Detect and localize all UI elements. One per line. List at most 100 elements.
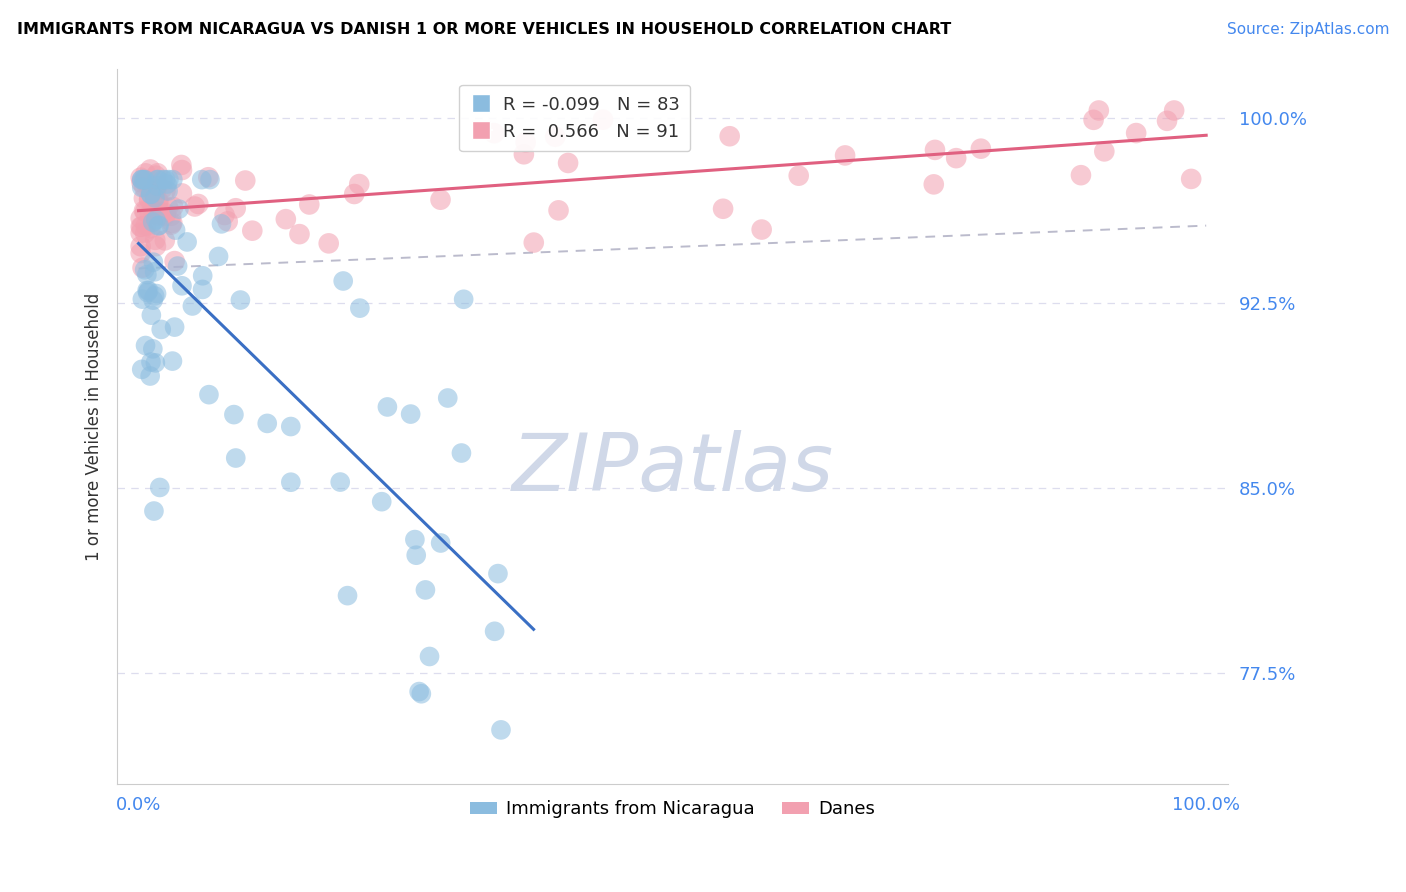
Point (547, 203, 569, 218)
Point (222, 408, 245, 422)
Point (225, 450, 247, 465)
Point (136, 284, 159, 298)
Point (132, 203, 155, 218)
Point (1156, 113, 1178, 128)
Point (429, 536, 451, 550)
Point (399, 407, 422, 421)
Point (129, 239, 152, 253)
Y-axis label: 1 or more Vehicles in Household: 1 or more Vehicles in Household (86, 293, 103, 560)
Point (1088, 103, 1111, 118)
Point (131, 292, 153, 306)
Point (149, 208, 172, 222)
Text: ZIPatlas: ZIPatlas (512, 431, 834, 508)
Point (146, 166, 169, 180)
Point (377, 400, 399, 414)
Point (152, 172, 174, 186)
Point (132, 172, 155, 186)
Point (129, 246, 152, 260)
Point (156, 177, 179, 191)
Point (349, 301, 371, 315)
Point (157, 184, 180, 198)
Point (148, 194, 170, 208)
Point (1070, 168, 1092, 182)
Point (280, 419, 302, 434)
Point (181, 299, 204, 313)
Point (751, 222, 773, 236)
Point (544, 129, 567, 144)
Point (370, 494, 392, 508)
Point (162, 354, 184, 368)
Point (484, 624, 506, 639)
Point (145, 286, 167, 301)
Point (146, 179, 169, 194)
Point (191, 282, 214, 296)
Point (557, 156, 579, 170)
Point (1083, 112, 1105, 127)
Point (298, 197, 321, 211)
Point (256, 417, 278, 431)
Point (139, 355, 162, 369)
Point (143, 289, 166, 303)
Point (139, 369, 162, 384)
Point (274, 212, 297, 227)
Point (922, 178, 945, 192)
Point (160, 209, 183, 223)
Point (198, 387, 221, 401)
Point (489, 723, 512, 737)
Point (160, 218, 183, 232)
Point (132, 191, 155, 205)
Point (411, 687, 433, 701)
Point (404, 533, 426, 547)
Point (135, 177, 157, 191)
Point (142, 504, 165, 518)
Point (157, 201, 180, 215)
Point (408, 684, 430, 698)
Point (486, 566, 509, 581)
Point (145, 183, 167, 197)
Point (513, 147, 536, 161)
Point (139, 221, 162, 235)
Point (405, 548, 427, 562)
Point (152, 181, 174, 195)
Point (138, 284, 160, 298)
Point (343, 186, 366, 201)
Point (163, 320, 186, 334)
Point (155, 209, 177, 223)
Point (214, 208, 236, 222)
Point (131, 172, 153, 186)
Point (149, 480, 172, 494)
Point (515, 136, 537, 150)
Point (148, 207, 170, 221)
Point (170, 163, 193, 178)
Point (148, 219, 170, 233)
Point (139, 207, 162, 221)
Point (131, 260, 153, 275)
Point (166, 259, 188, 273)
Point (924, 143, 946, 157)
Point (318, 236, 340, 251)
Point (142, 293, 165, 307)
Point (450, 446, 472, 460)
Point (165, 223, 187, 237)
Point (155, 206, 177, 220)
Point (523, 235, 546, 250)
Text: IMMIGRANTS FROM NICARAGUA VS DANISH 1 OR MORE VEHICLES IN HOUSEHOLD CORRELATION : IMMIGRANTS FROM NICARAGUA VS DANISH 1 OR… (17, 22, 950, 37)
Point (131, 176, 153, 190)
Point (134, 226, 156, 240)
Point (163, 254, 186, 268)
Text: Source: ZipAtlas.com: Source: ZipAtlas.com (1226, 22, 1389, 37)
Point (170, 158, 193, 172)
Point (134, 204, 156, 219)
Point (148, 172, 170, 186)
Point (145, 212, 167, 227)
Point (711, 202, 734, 216)
Point (148, 219, 170, 233)
Point (332, 274, 354, 288)
Point (167, 202, 190, 216)
Point (139, 162, 162, 177)
Point (170, 278, 193, 293)
Point (145, 239, 167, 253)
Point (146, 209, 169, 223)
Point (225, 201, 247, 215)
Point (141, 308, 163, 322)
